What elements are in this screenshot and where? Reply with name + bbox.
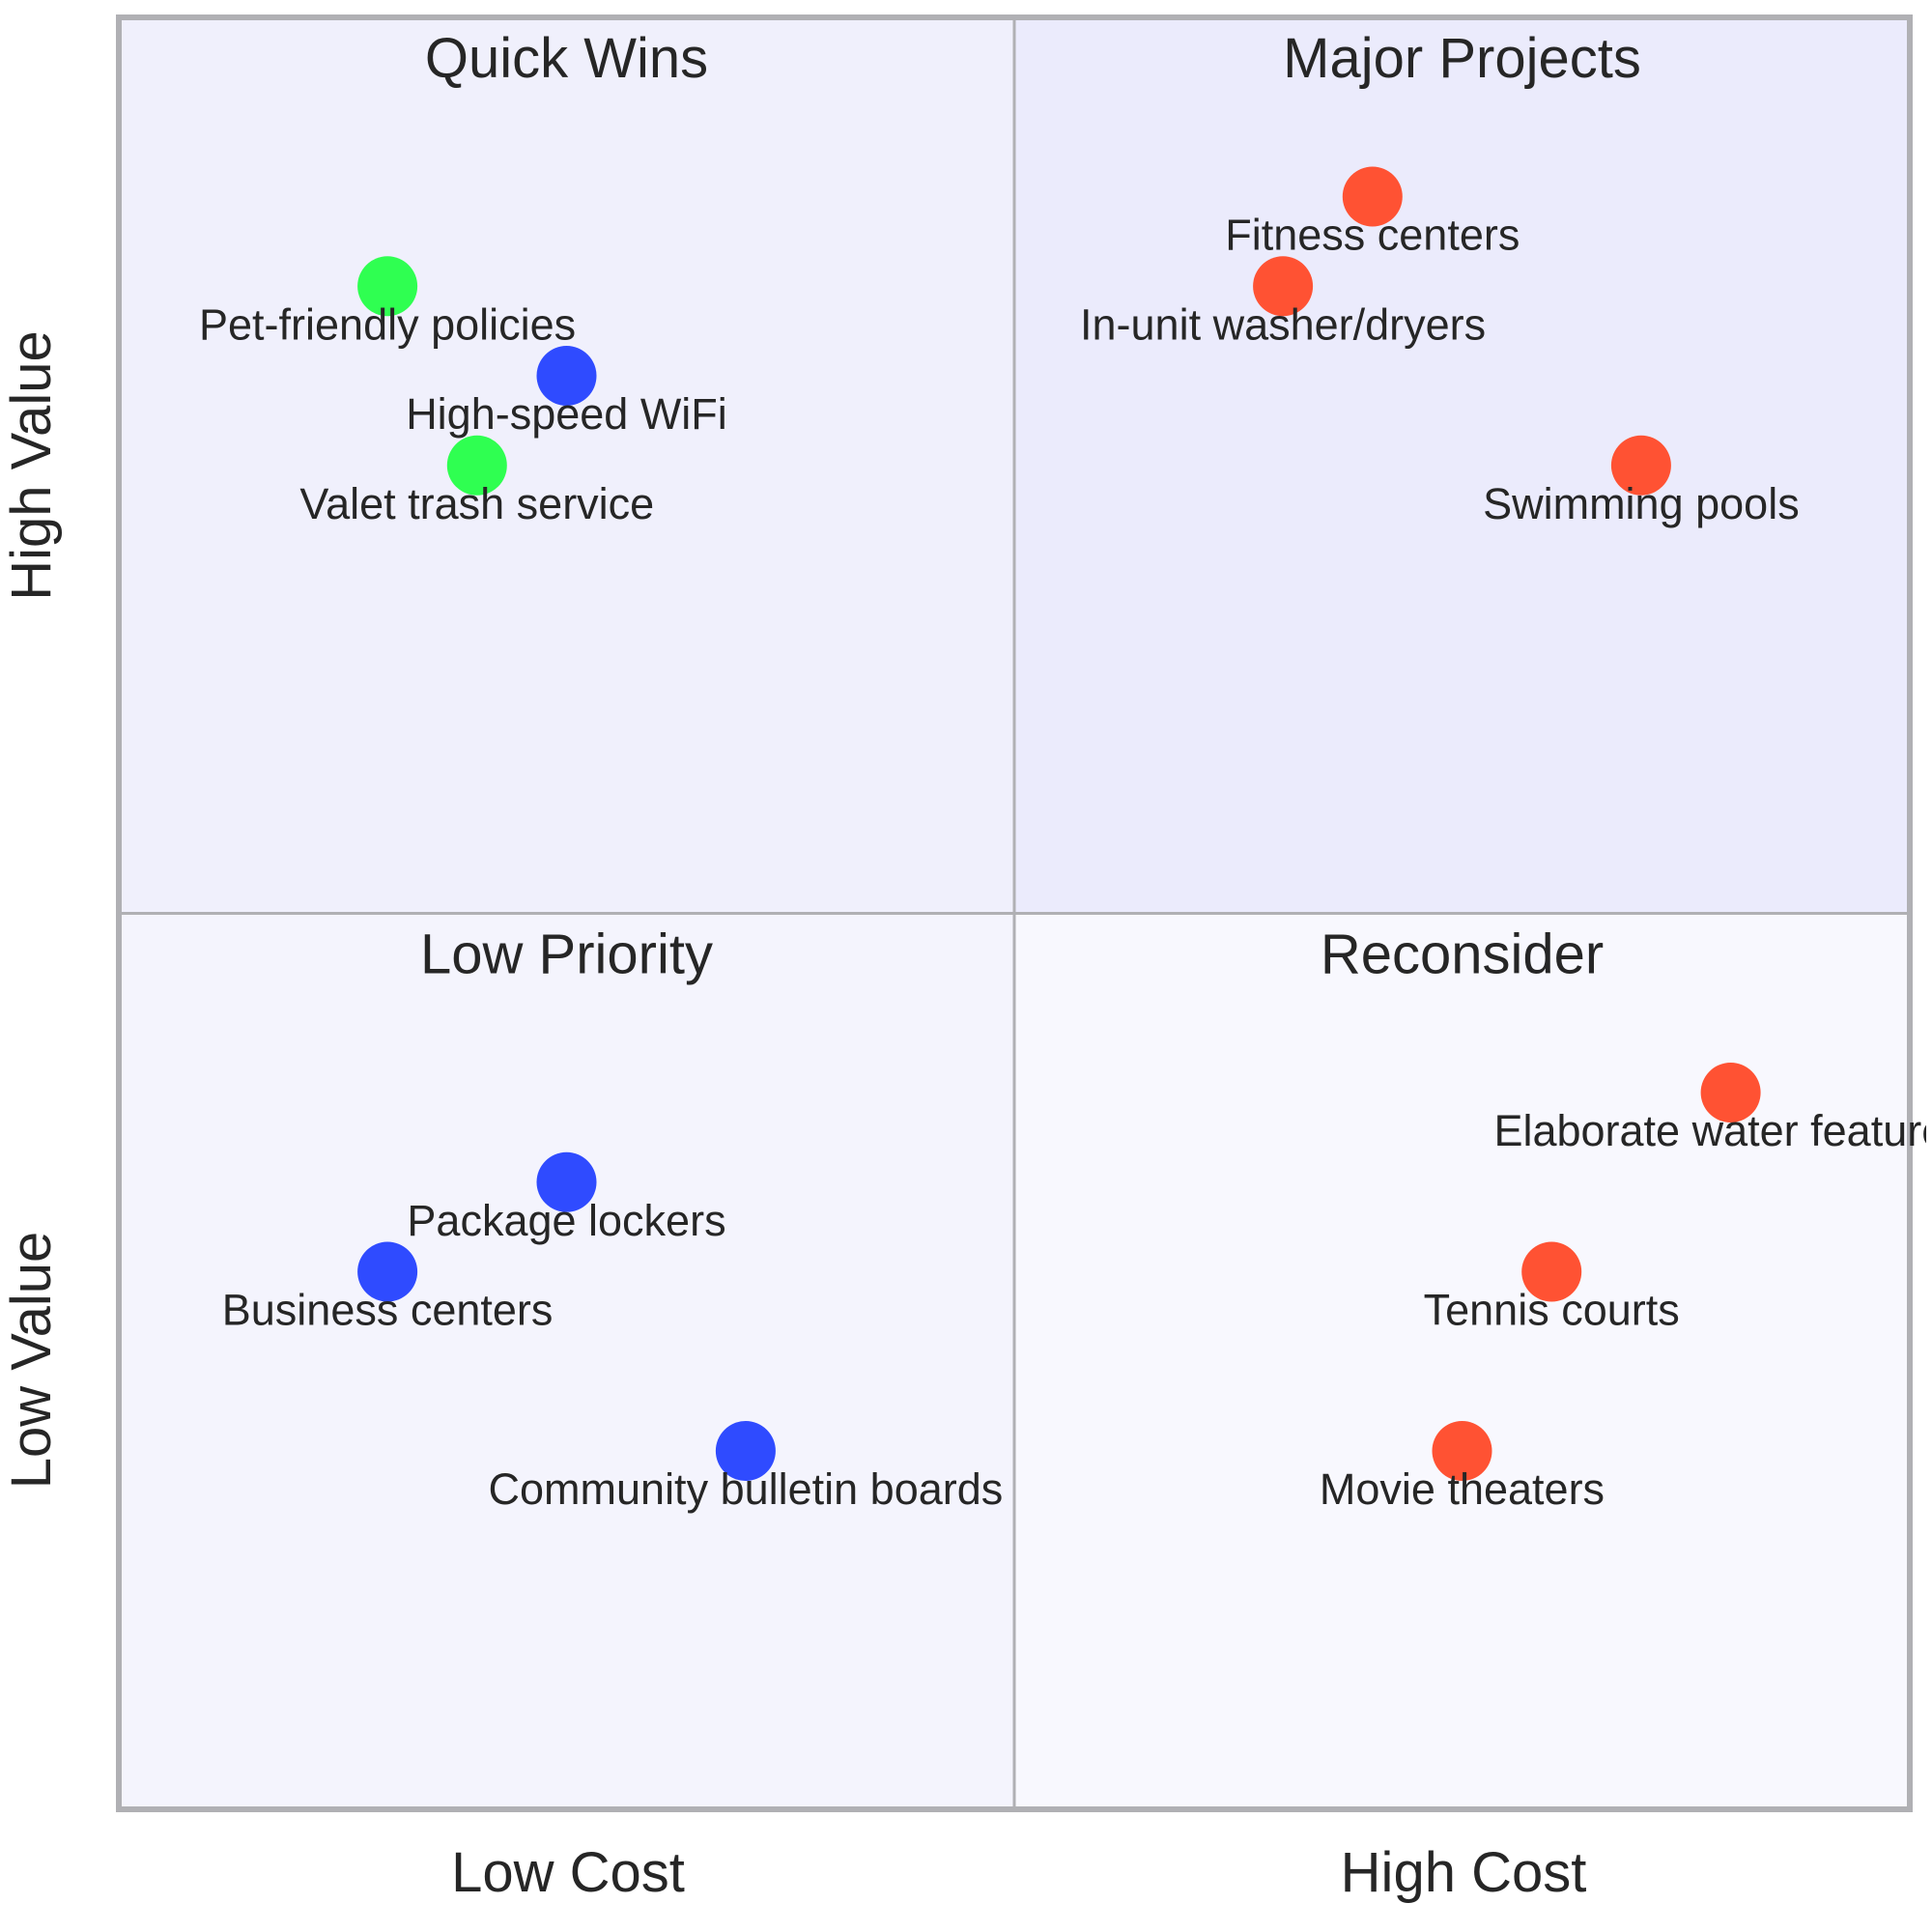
point-label: Tennis courts (1424, 1286, 1680, 1335)
point-label: Elaborate water features (1493, 1106, 1932, 1155)
quadrant-bottom-left (119, 913, 1014, 1809)
point-label: Pet-friendly policies (199, 299, 576, 349)
quadrant-title-bottom-right: Reconsider (1321, 923, 1604, 986)
point-label: Valet trash service (299, 479, 654, 528)
quadrant-title-top-right: Major Projects (1283, 27, 1641, 90)
x-axis-high-label: High Cost (1341, 1841, 1587, 1904)
point-label: In-unit washer/dryers (1080, 299, 1486, 349)
y-axis-low-label: Low Value (0, 1232, 63, 1490)
quadrant-dividers (119, 17, 1910, 1809)
quadrant-backgrounds (119, 17, 1910, 1809)
point-marker (357, 256, 418, 317)
point-marker (1521, 1241, 1582, 1302)
point-marker (357, 1241, 418, 1302)
data-points: Pet-friendly policies High-speed WiFi Vale… (199, 166, 1932, 1514)
point-marker (1253, 256, 1314, 317)
point-marker (1610, 435, 1671, 496)
point-marker (446, 435, 507, 496)
quadrant-titles: Quick Wins Major Projects Low Priority Reco… (420, 27, 1641, 986)
x-axis-low-label: Low Cost (451, 1841, 685, 1904)
point-label: Fitness centers (1225, 211, 1520, 260)
point-marker (1432, 1421, 1492, 1481)
axis-labels: Low Cost High Cost High Value Low Value (0, 330, 1586, 1904)
point-marker (1342, 166, 1403, 227)
quadrant-title-top-left: Quick Wins (425, 27, 708, 90)
point-marker (1700, 1063, 1761, 1122)
quadrant-top-right (1014, 17, 1910, 914)
y-axis-high-label: High Value (0, 330, 63, 600)
point-marker (715, 1421, 776, 1481)
point-label: Movie theaters (1320, 1464, 1605, 1514)
plot-border (116, 14, 1913, 1812)
plot-frame (116, 14, 1913, 1812)
point-label: Business centers (222, 1286, 554, 1335)
quadrant-title-bottom-left: Low Priority (420, 923, 713, 986)
point-label: Swimming pools (1483, 479, 1800, 528)
quadrant-top-left (119, 17, 1014, 914)
point-label: Community bulletin boards (489, 1464, 1004, 1514)
point-marker (536, 1151, 597, 1212)
point-label: Package lockers (407, 1196, 725, 1245)
point-marker (536, 346, 597, 406)
quadrant-bottom-right (1014, 913, 1910, 1809)
point-label: High-speed WiFi (406, 389, 727, 439)
